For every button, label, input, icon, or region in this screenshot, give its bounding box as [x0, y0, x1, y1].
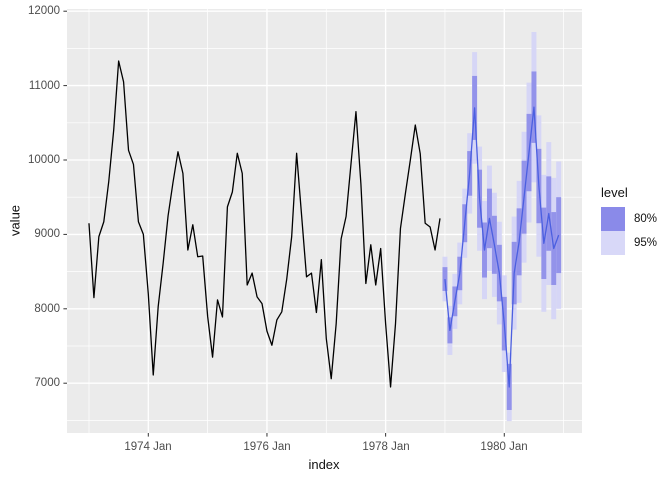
- x-tick-label: 1974 Jan: [124, 441, 172, 453]
- x-tick-label: 1976 Jan: [243, 441, 291, 453]
- y-tick-label: 12000: [28, 5, 60, 18]
- legend-swatch-80-icon: [601, 207, 625, 231]
- legend-entry-80: 80%: [601, 207, 671, 231]
- legend-label: 80%: [634, 213, 658, 225]
- history-line: [88, 60, 441, 388]
- legend-swatch-95-icon: [601, 231, 625, 255]
- x-axis-title: index: [308, 457, 340, 472]
- y-tick-label: 7000: [34, 377, 60, 390]
- y-tick-label: 9000: [34, 228, 60, 241]
- legend-entry-95: 95%: [601, 231, 671, 255]
- grid-minor: [67, 9, 582, 433]
- x-tick-label: 1980 Jan: [480, 441, 528, 453]
- y-tick-label: 10000: [28, 154, 60, 166]
- grid-major: [67, 9, 582, 433]
- legend-label: 95%: [634, 237, 658, 249]
- legend: level 80% 95%: [601, 185, 671, 255]
- x-tick-label: 1978 Jan: [362, 441, 410, 453]
- y-tick-label: 11000: [28, 79, 60, 92]
- forecast-mean-line: [444, 106, 560, 388]
- legend-title: level: [601, 185, 628, 200]
- y-tick-label: 8000: [34, 302, 60, 315]
- axis-ticks: [63, 10, 505, 437]
- y-axis-title: value: [7, 204, 23, 237]
